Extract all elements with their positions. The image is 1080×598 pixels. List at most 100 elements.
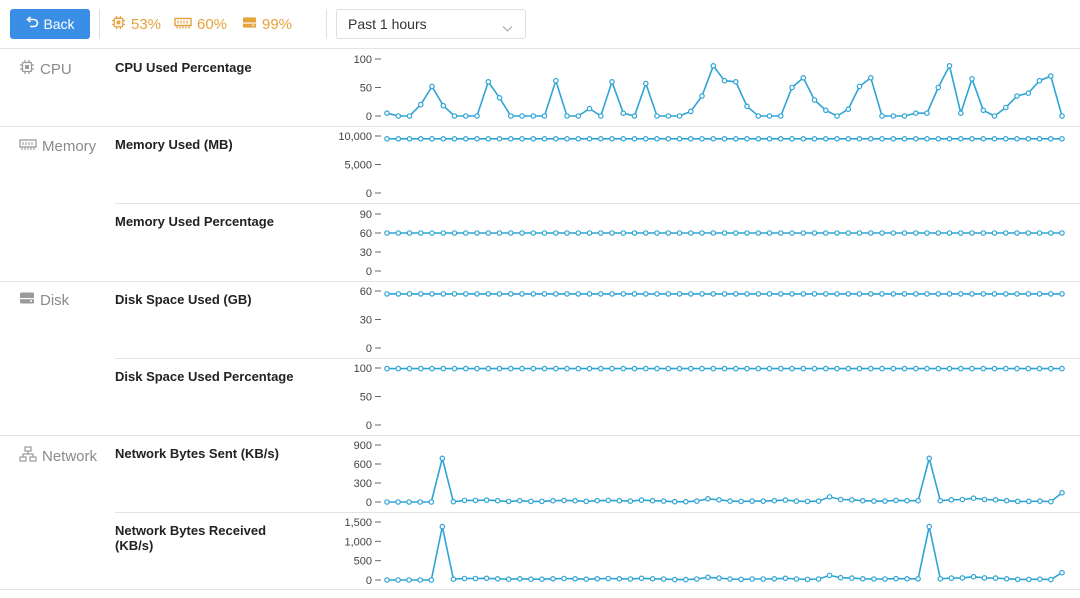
y-tick-label: 300 (354, 478, 372, 490)
data-point (631, 230, 638, 236)
data-point (904, 497, 910, 504)
data-point (699, 136, 705, 142)
data-point (496, 95, 503, 101)
data-point (705, 495, 711, 502)
data-point (845, 136, 852, 142)
data-point (384, 365, 390, 372)
data-point (1059, 365, 1065, 372)
data-point (721, 365, 728, 372)
data-point (597, 365, 604, 372)
metric-title: Disk Space Used Percentage (115, 369, 294, 384)
back-button[interactable]: Back (10, 9, 90, 39)
data-point (1002, 365, 1009, 372)
data-point (384, 577, 390, 583)
data-point (474, 136, 480, 142)
data-point (654, 113, 660, 119)
data-point (417, 101, 424, 108)
data-point (561, 497, 567, 504)
data-point (732, 136, 739, 142)
data-point (744, 103, 750, 110)
data-point (766, 291, 773, 297)
data-point (969, 76, 975, 82)
data-point (915, 497, 921, 504)
data-point (687, 230, 694, 236)
data-point (693, 498, 700, 504)
data-point (804, 576, 811, 583)
data-point (1059, 569, 1065, 576)
data-point (1014, 230, 1020, 236)
data-point (721, 291, 728, 297)
data-point (1036, 365, 1043, 372)
data-point (727, 576, 733, 582)
data-point (959, 496, 966, 503)
data-point (959, 575, 966, 581)
data-point (485, 291, 492, 297)
data-point (583, 576, 590, 583)
cpu-chip-icon (19, 59, 35, 79)
data-point (1014, 498, 1021, 505)
data-point (440, 136, 447, 142)
data-point (439, 523, 446, 530)
data-point (561, 575, 567, 582)
data-point (631, 113, 638, 119)
data-point (519, 113, 525, 119)
data-point (1059, 136, 1065, 142)
data-point (440, 365, 447, 372)
data-point (1059, 291, 1065, 297)
data-point (530, 136, 537, 142)
data-point (550, 497, 556, 504)
data-point (552, 77, 559, 84)
data-point (800, 136, 807, 142)
data-point (912, 291, 919, 297)
data-point (744, 291, 750, 297)
data-point (1048, 291, 1054, 297)
data-point (429, 365, 435, 372)
data-point (777, 291, 784, 297)
data-point (845, 291, 852, 297)
data-point (472, 497, 479, 504)
data-point (948, 575, 955, 581)
data-point (519, 365, 525, 372)
data-point (483, 575, 490, 582)
data-point (450, 498, 457, 505)
y-tick-label: 30 (360, 315, 372, 327)
data-point (893, 575, 899, 582)
data-point (837, 574, 844, 581)
data-point (541, 230, 548, 236)
data-point (815, 498, 822, 504)
category-cpu: CPU (19, 59, 72, 79)
cpu-stat: 53% (111, 14, 161, 34)
metric-title: Network Bytes Received (KB/s) (115, 523, 267, 553)
data-point (822, 291, 829, 297)
network-icon (19, 446, 37, 466)
data-point (461, 497, 468, 504)
data-point (1036, 291, 1043, 297)
data-point (483, 497, 490, 503)
category-label: Memory (42, 137, 97, 155)
disk-icon (242, 15, 257, 34)
data-point (665, 230, 672, 236)
data-point (867, 291, 874, 297)
data-point (957, 230, 964, 236)
data-point (429, 291, 435, 297)
data-point (789, 291, 795, 297)
data-point (782, 497, 789, 503)
data-point (395, 365, 402, 372)
data-point (822, 107, 829, 114)
data-point (609, 136, 615, 142)
data-point (472, 575, 479, 582)
y-tick-label: 100 (354, 363, 372, 375)
data-point (716, 496, 722, 503)
data-point (811, 291, 818, 297)
data-point (631, 136, 638, 142)
time-range-select[interactable]: Past 1 hours (336, 9, 526, 39)
data-point (766, 230, 773, 236)
data-point (462, 365, 469, 372)
data-point (384, 136, 390, 142)
time-range-value: Past 1 hours (348, 16, 427, 32)
data-point (507, 291, 514, 297)
data-point (1002, 136, 1009, 142)
data-point (879, 291, 885, 297)
data-point (550, 575, 556, 582)
